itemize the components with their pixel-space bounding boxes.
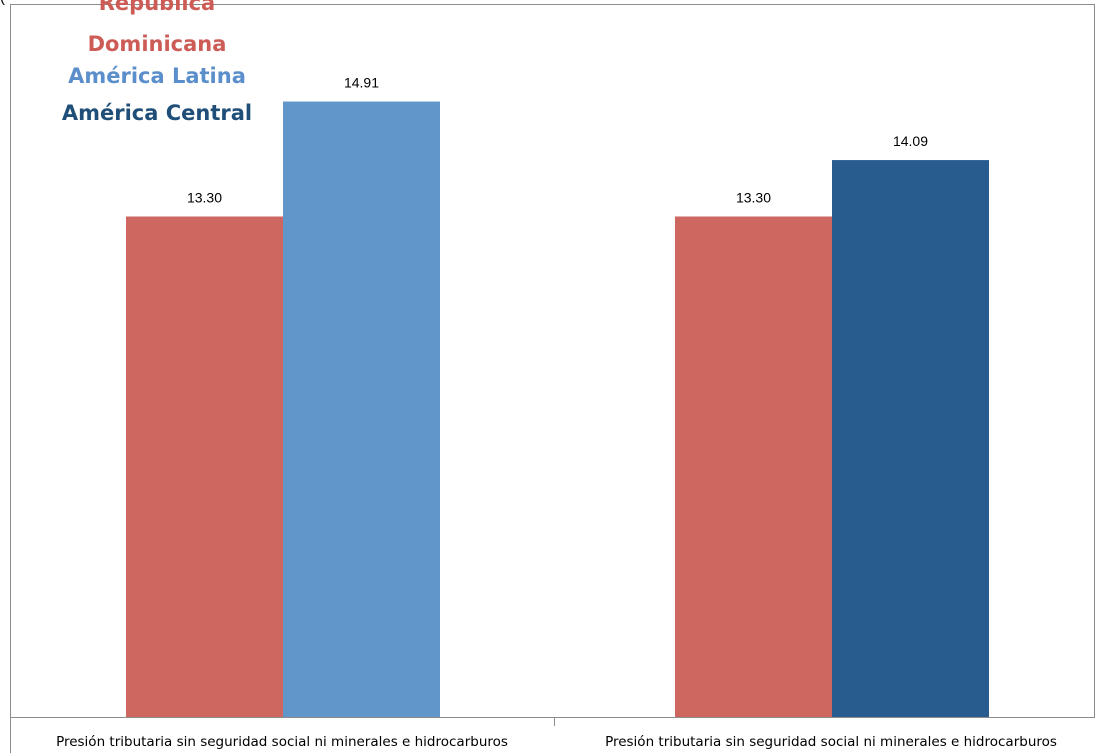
bar-2-1 (675, 216, 832, 717)
legend-entry-2-line-1: América Latina (68, 64, 246, 88)
legend-entry-1-line-2: Dominicana (88, 32, 227, 56)
category-label-2: Presión tributaria sin seguridad social … (605, 734, 1057, 750)
value-label-2-1: 13.30 (736, 189, 771, 205)
value-label-2-2: 14.09 (893, 133, 928, 149)
bar-2-2 (832, 160, 989, 717)
value-labels: 13.30 14.91 13.30 14.09 (187, 75, 928, 206)
value-label-1-2: 14.91 (344, 75, 379, 91)
legend-entry-1-line-1: Republica (99, 0, 215, 15)
category-label-1: Presión tributaria sin seguridad social … (56, 734, 508, 750)
bars-layer (126, 101, 989, 718)
chart-title-fragment: ( (0, 0, 5, 6)
category-labels: Presión tributaria sin seguridad social … (56, 734, 1057, 750)
legend-entry-3-line-1: América Central (62, 101, 252, 125)
legend: Republica Dominicana América Latina América… (62, 0, 252, 125)
bar-1-2 (283, 101, 440, 718)
value-label-1-1: 13.30 (187, 189, 222, 205)
bar-1-1 (126, 216, 283, 717)
